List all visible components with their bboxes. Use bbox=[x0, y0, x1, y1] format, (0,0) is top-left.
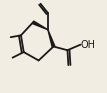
Polygon shape bbox=[48, 30, 55, 47]
Text: OH: OH bbox=[81, 40, 96, 50]
Polygon shape bbox=[32, 21, 48, 30]
